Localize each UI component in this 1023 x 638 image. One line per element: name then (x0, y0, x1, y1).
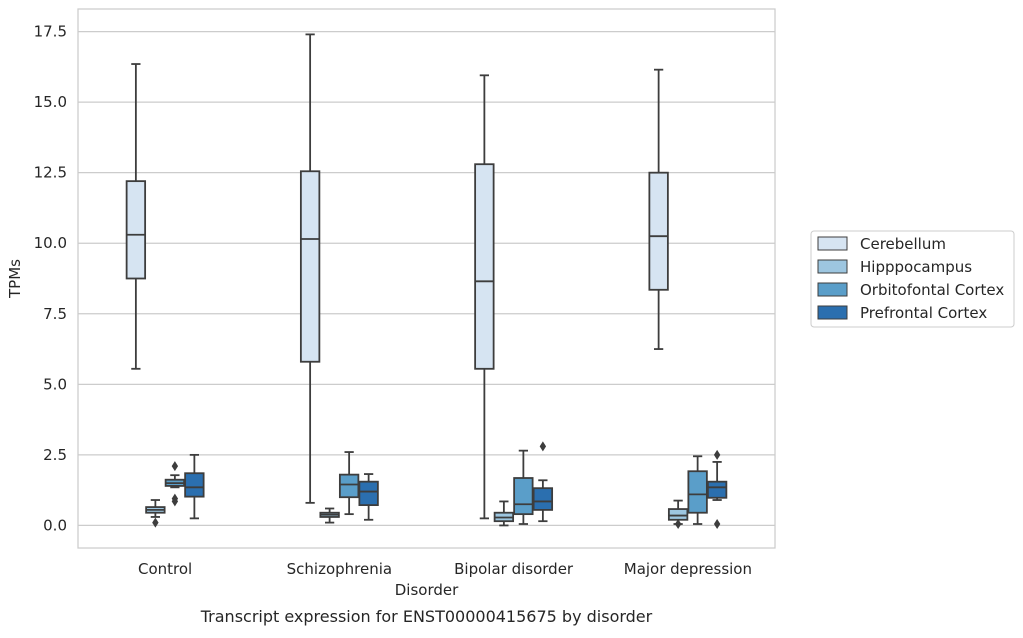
y-tick-label: 15.0 (34, 93, 67, 111)
box-orbitofontal-cortex (164, 461, 186, 507)
box-iqr (532, 487, 554, 511)
box-iqr (667, 508, 689, 521)
box-hipppocampus (319, 507, 340, 524)
legend-label: Prefrontal Cortex (860, 304, 987, 322)
box-iqr (706, 480, 728, 499)
box-cerebellum (648, 68, 669, 350)
x-tick-label: Bipolar disorder (454, 560, 574, 578)
box-cerebellum (299, 33, 321, 504)
y-tick-label: 7.5 (43, 305, 67, 323)
legend-label: Orbitofontal Cortex (860, 281, 1004, 299)
legend: Cerebellum Hipppocampus Orbitofontal Corte… (810, 230, 1015, 328)
box-iqr (125, 180, 147, 280)
y-tick-label: 0.0 (43, 516, 67, 534)
y-tick-label: 5.0 (43, 375, 67, 393)
plot-area-frame (77, 8, 776, 549)
box-cerebellum (474, 74, 495, 520)
box-prefrontal-cortex (706, 449, 728, 530)
legend-swatch (817, 236, 848, 251)
box-orbitofontal-cortex (338, 451, 360, 516)
outlier-point (713, 519, 721, 530)
box-iqr (358, 480, 379, 507)
box-prefrontal-cortex (358, 473, 379, 521)
legend-frame (810, 230, 1015, 328)
box-iqr (474, 163, 495, 370)
x-tick-labels: Control Schizophrenia Bipolar disorder Majo… (138, 560, 752, 578)
legend-swatch (817, 305, 848, 320)
x-tick-label: Schizophrenia (287, 560, 392, 578)
box-iqr (338, 473, 360, 499)
y-tick-label: 12.5 (34, 164, 67, 182)
box-iqr (648, 171, 669, 291)
box-cerebellum (125, 63, 147, 370)
box-hipppocampus (493, 500, 515, 527)
box-orbitofontal-cortex (687, 455, 708, 525)
y-axis-label: TPMs (6, 259, 24, 299)
gridlines (78, 30, 775, 527)
outlier-point (674, 519, 682, 530)
chart-title: Transcript expression for ENST0000041567… (200, 607, 653, 626)
legend-label: Hipppocampus (860, 258, 972, 276)
box-iqr (299, 170, 321, 363)
box-iqr (184, 472, 205, 498)
outlier-point (152, 517, 159, 528)
x-axis-label: Disorder (395, 581, 459, 599)
box-prefrontal-cortex (532, 441, 554, 523)
legend-label: Cerebellum (860, 235, 946, 253)
x-tick-label: Major depression (624, 560, 752, 578)
outlier-point (171, 461, 179, 472)
legend-swatch (817, 282, 848, 297)
boxes (125, 33, 728, 530)
box-hipppocampus (145, 499, 166, 528)
y-tick-label: 10.0 (34, 234, 67, 252)
legend-swatch (817, 259, 848, 274)
box-prefrontal-cortex (184, 453, 205, 520)
outlier-point (713, 449, 721, 460)
outlier-point (539, 441, 547, 452)
x-tick-label: Control (138, 560, 192, 578)
y-tick-label: 2.5 (43, 446, 67, 464)
y-tick-label: 17.5 (34, 23, 67, 41)
box-iqr (513, 477, 534, 516)
box-iqr (687, 470, 708, 514)
outlier-point (171, 493, 179, 504)
box-hipppocampus (667, 499, 689, 530)
box-orbitofontal-cortex (513, 449, 534, 525)
y-tick-labels: 0.0 2.5 5.0 7.5 10.0 12.5 15.0 17.5 (34, 23, 67, 535)
